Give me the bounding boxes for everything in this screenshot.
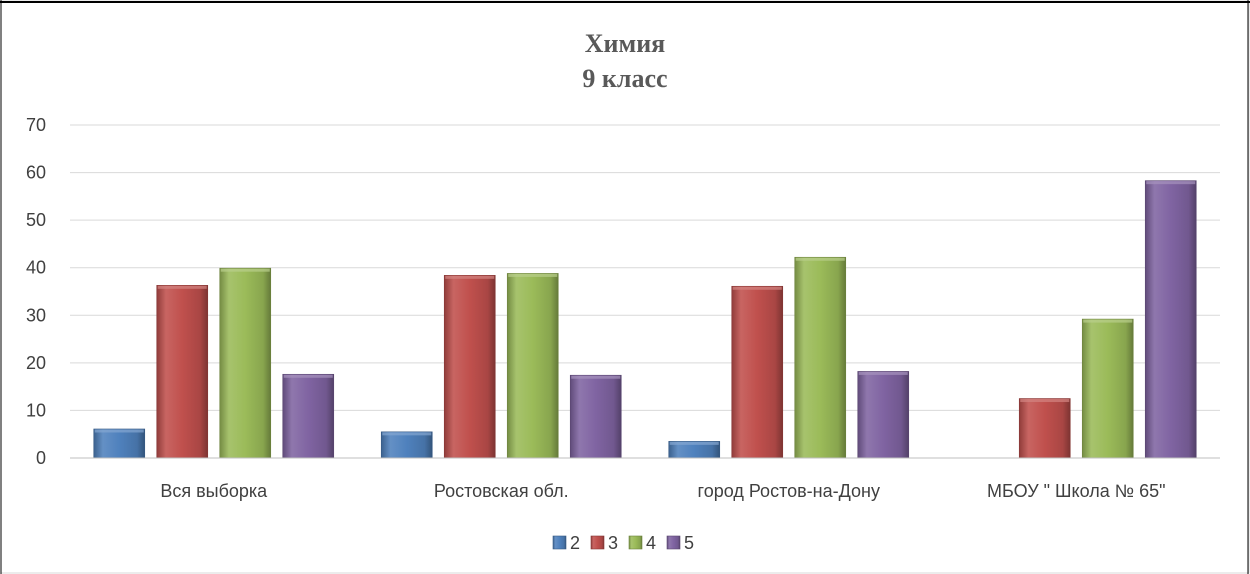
legend-label-2: 2 — [570, 533, 580, 553]
y-tick-label: 0 — [36, 448, 46, 468]
y-axis: 0 10 20 30 40 50 60 70 — [26, 115, 46, 468]
bar-highlight — [157, 285, 207, 289]
x-tick-label: Вся выборка — [160, 481, 268, 501]
bar-highlight — [571, 375, 621, 379]
x-tick-label: МБОУ " Школа № 65" — [987, 481, 1165, 501]
legend-label-5: 5 — [684, 533, 694, 553]
bar-5-4 — [1144, 180, 1197, 459]
bar-4-4 — [1081, 318, 1134, 459]
bar-highlight — [1083, 319, 1133, 323]
y-tick-label: 20 — [26, 353, 46, 373]
x-axis: Вся выборка Ростовская обл. город Ростов-н… — [70, 457, 1220, 501]
bar-highlight — [669, 441, 719, 445]
legend-swatch-4 — [628, 535, 643, 550]
y-tick-label: 70 — [26, 115, 46, 135]
bar-3-4 — [1018, 398, 1071, 459]
legend-label-3: 3 — [608, 533, 618, 553]
legend: 2 3 4 5 — [552, 533, 694, 553]
y-tick-label: 60 — [26, 163, 46, 183]
bar-highlight — [858, 371, 908, 375]
y-tick-label: 50 — [26, 210, 46, 230]
chart-title: Химия — [585, 29, 666, 58]
bar-5-2 — [569, 374, 622, 459]
y-tick-label: 10 — [26, 400, 46, 420]
bar-4-2 — [506, 273, 559, 459]
x-tick-label: Ростовская обл. — [434, 481, 569, 501]
bar-3-1 — [156, 285, 209, 459]
bar-3-2 — [443, 275, 496, 459]
bar-3-3 — [731, 285, 784, 459]
bar-2-2 — [380, 431, 433, 459]
y-tick-label: 40 — [26, 258, 46, 278]
legend-swatch-3 — [590, 535, 605, 550]
bar-highlight — [1020, 399, 1070, 403]
y-tick-label: 30 — [26, 305, 46, 325]
bar-highlight — [283, 374, 333, 378]
chart-subtitle: 9 класс — [582, 64, 667, 93]
bar-5-3 — [857, 371, 910, 459]
bar-highlight — [220, 268, 270, 272]
legend-label-4: 4 — [646, 533, 656, 553]
bars — [93, 180, 1197, 459]
bar-5-1 — [282, 373, 335, 459]
bar-highlight — [1146, 181, 1196, 185]
bar-highlight — [508, 273, 558, 277]
bar-highlight — [382, 432, 432, 436]
bar-highlight — [795, 257, 845, 261]
bar-highlight — [732, 286, 782, 290]
bar-2-1 — [93, 428, 146, 459]
legend-swatch-2 — [552, 535, 567, 550]
bar-4-1 — [219, 267, 272, 459]
legend-swatch-5 — [666, 535, 681, 550]
bar-4-3 — [794, 256, 847, 459]
x-tick-label: город Ростов-на-Дону — [698, 481, 880, 501]
bar-highlight — [94, 429, 144, 433]
bar-highlight — [445, 275, 495, 279]
